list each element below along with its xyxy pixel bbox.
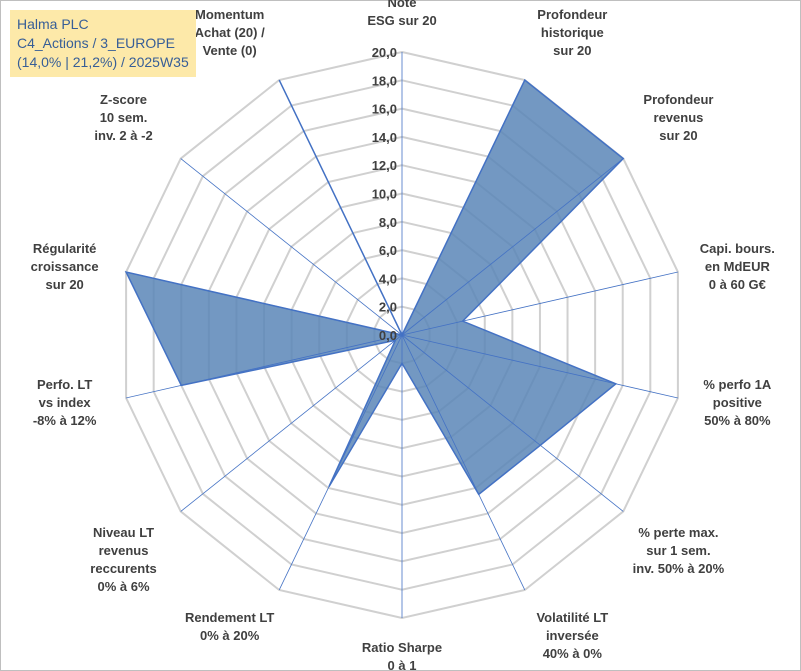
axis-label-line: Momentum (195, 7, 264, 22)
spoke-line (401, 79, 526, 336)
axis-label-line: historique (541, 25, 604, 40)
axis-label-line: positive (713, 395, 762, 410)
spoke-line (278, 334, 403, 591)
axis-label-line: sur 1 sem. (646, 543, 710, 558)
title-stats: (14,0% | 21,2%) / 2025W35 (17, 54, 189, 70)
axis-label-line: inversée (546, 628, 599, 643)
title-category: C4_Actions / 3_EUROPE (17, 35, 175, 51)
axis-label: Ratio Sharpe 0 à 1 (362, 640, 442, 671)
axis-label: Profondeur historique sur 20 (537, 7, 607, 58)
axis-label-line: Perfo. LT (37, 377, 92, 392)
axis-label: Régularité croissance sur 20 (31, 241, 99, 292)
axis-label-line: Ratio Sharpe (362, 640, 442, 655)
spoke-line (401, 334, 526, 591)
tick-label: 14,0 (372, 130, 397, 145)
axis-label-line: inv. 2 à -2 (94, 128, 152, 143)
axis-label-line: Niveau LT (93, 525, 154, 540)
tick-label: 0,0 (379, 328, 397, 343)
spoke-line (278, 79, 403, 336)
axis-label-line: % perte max. (638, 525, 718, 540)
axis-label-line: 0% à 20% (200, 628, 260, 643)
axis-label-line: % perfo 1A (703, 377, 772, 392)
axis-label-line: Vente (0) (203, 43, 257, 58)
axis-label-line: Achat (20) / (195, 25, 265, 40)
axis-label: % perfo 1A positive 50% à 80% (703, 377, 772, 428)
spoke-line (401, 271, 678, 336)
spoke-line (180, 334, 403, 512)
axis-label-line: Note (388, 0, 417, 10)
axis-label-line: Profondeur (537, 7, 607, 22)
spoke-line (401, 334, 678, 399)
tick-label: 20,0 (372, 45, 397, 60)
axis-label: Z-score 10 sem. inv. 2 à -2 (94, 92, 152, 143)
axis-label-line: Volatilité LT (536, 610, 608, 625)
tick-label: 12,0 (372, 158, 397, 173)
axis-label-line: Profondeur (643, 92, 713, 107)
tick-label: 2,0 (379, 300, 397, 315)
axis-label: Perfo. LT vs index -8% à 12% (33, 377, 97, 428)
axis-label-line: revenus (99, 543, 149, 558)
radar-tick-labels: 0,0 2,0 4,0 6,0 8,0 10,0 12,0 14,0 16,0 18,0 20,0 (372, 45, 397, 343)
axis-label-line: 50% à 80% (704, 413, 771, 428)
tick-label: 8,0 (379, 215, 397, 230)
axis-label: % perte max. sur 1 sem. inv. 50% à 20% (633, 525, 725, 576)
axis-label: Profondeur revenus sur 20 (643, 92, 713, 143)
axis-label-line: 0 à 60 G€ (709, 277, 766, 292)
axis-label: Capi. bours. en MdEUR 0 à 60 G€ (700, 241, 775, 292)
axis-label-line: 40% à 0% (543, 646, 603, 661)
axis-label-line: 0% à 6% (98, 579, 150, 594)
axis-label-line: en MdEUR (705, 259, 771, 274)
axis-label: Volatilité LT inversée 40% à 0% (536, 610, 608, 661)
axis-label-line: 0 à 1 (388, 658, 417, 671)
axis-label: Momentum Achat (20) / Vente (0) (195, 7, 265, 58)
tick-label: 16,0 (372, 102, 397, 117)
spoke-line (126, 334, 403, 399)
title-company: Halma PLC (17, 16, 89, 32)
axis-label: Niveau LT revenus reccurents 0% à 6% (90, 525, 156, 594)
axis-label-line: Capi. bours. (700, 241, 775, 256)
spoke-line (126, 271, 403, 336)
axis-label-line: reccurents (90, 561, 156, 576)
radar-axis-labels: Note ESG sur 20 Profondeur historique sur 20… (31, 0, 775, 671)
axis-label-line: sur 20 (553, 43, 591, 58)
axis-label-line: revenus (654, 110, 704, 125)
axis-label-line: sur 20 (45, 277, 83, 292)
tick-label: 4,0 (379, 271, 397, 286)
axis-label-line: 10 sem. (100, 110, 148, 125)
tick-label: 6,0 (379, 243, 397, 258)
axis-label: Note ESG sur 20 (367, 0, 436, 28)
axis-label-line: Régularité (33, 241, 97, 256)
axis-label-line: vs index (39, 395, 92, 410)
axis-label-line: ESG sur 20 (367, 13, 436, 28)
spoke-line (401, 158, 624, 336)
spoke-line (401, 334, 624, 512)
radar-spokes (126, 52, 678, 618)
tick-label: 10,0 (372, 187, 397, 202)
axis-label-line: croissance (31, 259, 99, 274)
axis-label-line: Rendement LT (185, 610, 274, 625)
axis-label-line: Z-score (100, 92, 147, 107)
axis-label-line: -8% à 12% (33, 413, 97, 428)
axis-label-line: sur 20 (659, 128, 697, 143)
spoke-line (180, 158, 403, 336)
tick-label: 18,0 (372, 73, 397, 88)
axis-label: Rendement LT 0% à 20% (185, 610, 274, 643)
axis-label-line: inv. 50% à 20% (633, 561, 725, 576)
chart-title-box: Halma PLC C4_Actions / 3_EUROPE (14,0% |… (10, 10, 196, 77)
